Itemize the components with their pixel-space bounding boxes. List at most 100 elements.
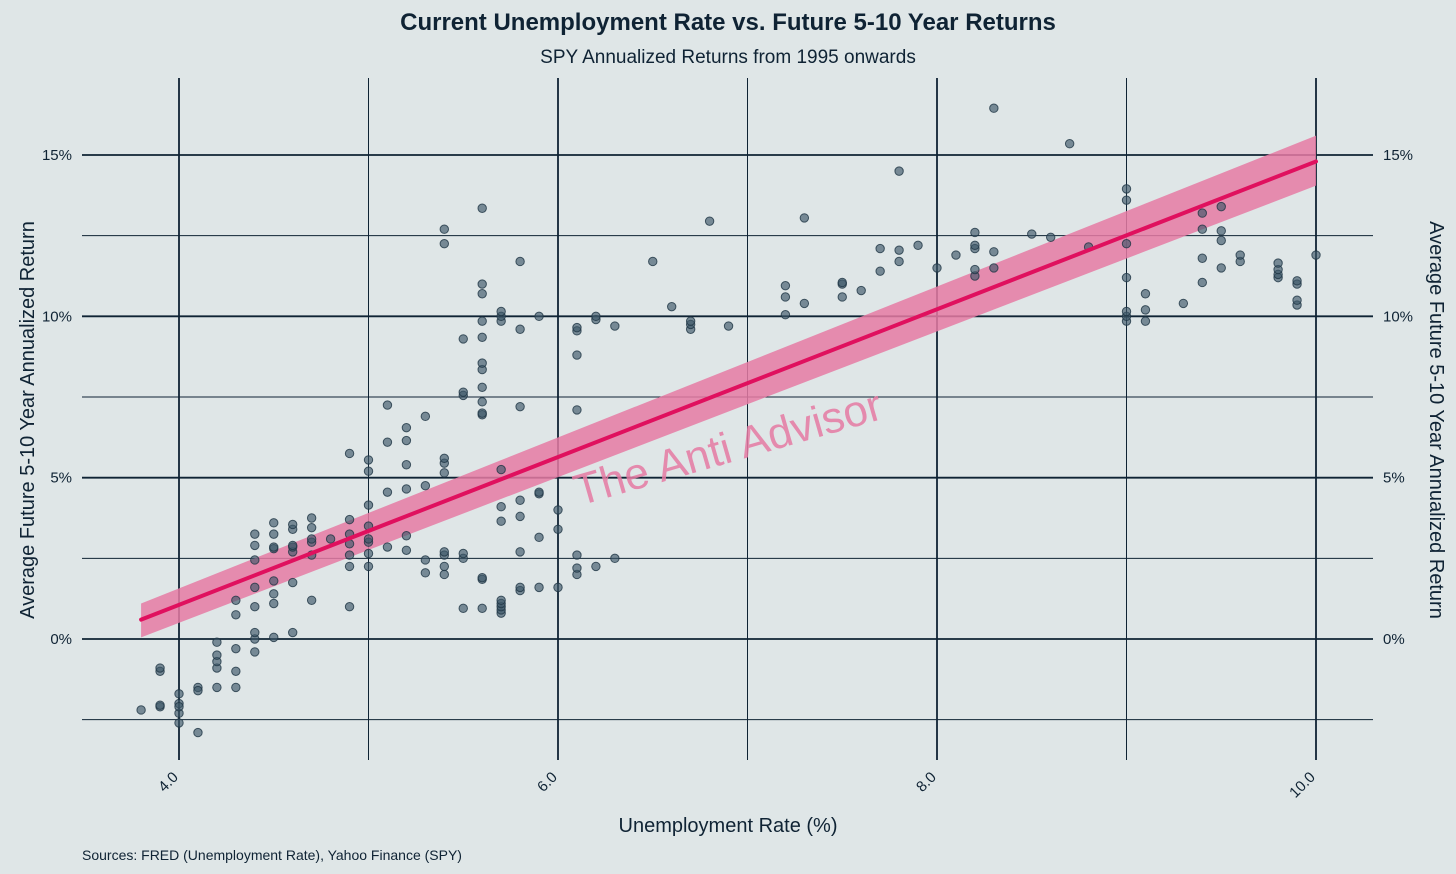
chart-title: Current Unemployment Rate vs. Future 5-1… (400, 9, 1056, 36)
data-point (458, 548, 468, 559)
data-point (515, 256, 525, 267)
data-point (306, 595, 317, 605)
data-point (212, 682, 222, 693)
data-point (363, 548, 374, 559)
x-tick-label: 6.0 (534, 769, 561, 796)
data-point (496, 502, 506, 512)
y-tick-label-right: 0% (1383, 631, 1405, 648)
data-point (174, 702, 184, 712)
data-point (439, 569, 449, 580)
grid (82, 78, 1373, 760)
data-point (439, 453, 449, 464)
data-point (572, 563, 582, 573)
data-point (894, 256, 904, 267)
y-tick-label-right: 10% (1383, 308, 1413, 325)
confidence-band (141, 135, 1317, 638)
data-point (515, 401, 525, 412)
data-point (572, 322, 582, 333)
regression-line (139, 159, 1318, 622)
data-point (231, 666, 241, 676)
data-point (458, 334, 468, 344)
data-point (515, 547, 525, 557)
data-point (1197, 208, 1208, 218)
data-point (704, 216, 715, 226)
data-point (534, 311, 544, 322)
data-point (1121, 184, 1132, 194)
y-axis-label-left: Average Future 5-10 Year Annualized Retu… (17, 221, 39, 619)
data-point (534, 532, 544, 543)
data-point (382, 542, 393, 552)
data-point (534, 487, 544, 497)
data-point (401, 484, 412, 494)
x-tick-label: 10.0 (1286, 769, 1319, 802)
data-point (477, 572, 487, 583)
data-point (780, 292, 791, 302)
data-point (344, 602, 355, 612)
data-point (155, 663, 165, 673)
data-point (477, 316, 487, 326)
data-point (989, 247, 999, 257)
data-point (1197, 253, 1208, 263)
data-point (610, 321, 620, 331)
data-point (363, 466, 374, 476)
data-point (477, 397, 487, 407)
data-point (477, 408, 487, 418)
data-point (1311, 250, 1321, 260)
data-point (1121, 239, 1132, 249)
data-point (344, 561, 355, 572)
data-point (534, 582, 544, 593)
data-point (477, 289, 487, 299)
data-point (970, 227, 980, 238)
x-axis-label: Unemployment Rate (%) (619, 815, 838, 837)
data-point (250, 529, 260, 539)
x-tick-label: 8.0 (913, 769, 940, 796)
data-point (1292, 276, 1302, 286)
data-point (155, 700, 165, 710)
data-point (420, 555, 431, 565)
data-point (894, 245, 904, 255)
data-point (269, 529, 279, 539)
data-point (382, 400, 393, 410)
data-point (477, 332, 487, 343)
y-axis-label-right: Average Future 5-10 Year Annualized Retu… (1425, 221, 1447, 619)
data-point (780, 280, 791, 291)
data-point (269, 589, 279, 599)
y-tick-label-left: 5% (50, 470, 72, 487)
data-point (477, 603, 487, 614)
data-point (250, 647, 260, 657)
data-point (439, 468, 449, 478)
data-point (325, 534, 336, 544)
data-point (250, 627, 260, 638)
data-point (1140, 289, 1151, 299)
data-point (875, 243, 885, 254)
data-point (401, 435, 412, 446)
data-point (288, 577, 298, 588)
data-point (288, 519, 298, 530)
data-point (648, 256, 658, 267)
data-point (269, 632, 279, 643)
data-point (269, 576, 279, 586)
data-point (439, 224, 449, 234)
data-point (382, 437, 393, 447)
data-point (250, 582, 260, 593)
data-point (1121, 272, 1132, 283)
data-point (136, 705, 146, 715)
data-point (174, 689, 184, 699)
data-point (344, 514, 355, 525)
data-point (231, 643, 241, 654)
data-point (515, 511, 525, 522)
data-point (989, 103, 999, 113)
data-point (231, 595, 241, 605)
data-point (1121, 306, 1132, 317)
data-point (1235, 250, 1245, 260)
data-point (515, 495, 525, 505)
data-point (420, 568, 431, 578)
data-point (250, 555, 260, 565)
data-point (591, 311, 601, 322)
data-point (496, 516, 506, 526)
data-point (439, 561, 449, 572)
data-point (1197, 277, 1208, 288)
data-point (1273, 258, 1283, 268)
data-point (174, 718, 184, 728)
